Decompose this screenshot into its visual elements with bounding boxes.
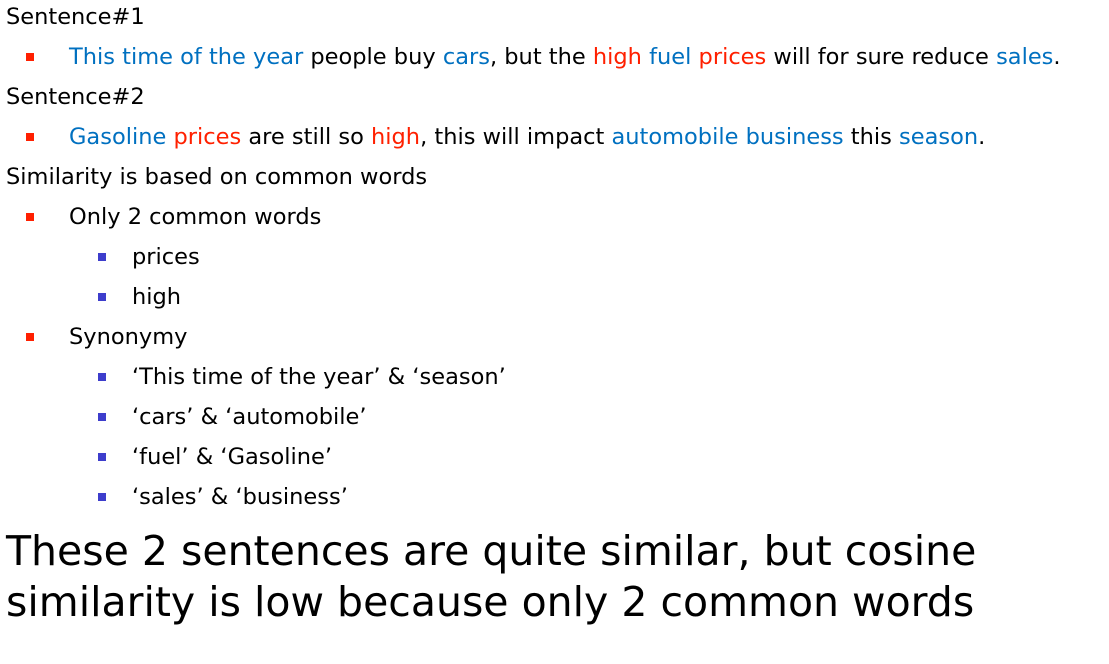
sub-bullet-text: ‘sales’ & ‘business’ <box>132 484 348 510</box>
word-segment: . <box>978 124 986 150</box>
word-segment: high <box>592 44 650 70</box>
sub-bullet-item: ‘fuel’ & ‘Gasoline’ <box>0 440 1109 474</box>
word-segment: high <box>371 124 421 150</box>
sub-bullet-item: ‘cars’ & ‘automobile’ <box>0 400 1109 434</box>
bullet-item: Synonymy <box>0 320 1089 354</box>
sub-bullet-item: ‘sales’ & ‘business’ <box>0 480 1109 514</box>
bullet <box>98 413 106 421</box>
sub-bullet-item: ‘This time of the year’ & ‘season’ <box>0 360 1109 394</box>
word-segment: automobile business <box>611 124 844 150</box>
sentence: This time of the year people buy cars, b… <box>0 40 1089 74</box>
bullet-text: Synonymy <box>69 324 188 350</box>
bullet <box>26 133 34 141</box>
word-segment: will for sure reduce <box>766 44 997 70</box>
sub-bullet-text: high <box>132 284 182 310</box>
sub-bullet-item: prices <box>0 240 1109 274</box>
bullet <box>98 373 106 381</box>
heading: Sentence#1 <box>6 4 145 30</box>
word-segment: prices <box>173 124 242 150</box>
word-segment: This time of the year <box>69 44 304 70</box>
word-segment: sales <box>996 44 1054 70</box>
word-segment: prices <box>698 44 767 70</box>
sub-bullet-text: ‘fuel’ & ‘Gasoline’ <box>132 444 333 470</box>
heading: Similarity is based on common words <box>6 164 428 190</box>
word-segment: fuel <box>649 44 699 70</box>
conclusion: These 2 sentences are quite similar, but… <box>6 527 977 626</box>
bullet-text: Only 2 common words <box>69 204 322 230</box>
bullet <box>26 333 34 341</box>
sub-bullet-text: ‘This time of the year’ & ‘season’ <box>132 364 506 390</box>
bullet-item: Only 2 common words <box>0 200 1089 234</box>
sentence: Gasoline prices are still so high, this … <box>0 120 1089 154</box>
bullet <box>98 253 106 261</box>
word-segment: season <box>899 124 979 150</box>
word-segment: are still so <box>241 124 372 150</box>
sub-bullet-item: high <box>0 280 1109 314</box>
word-segment: . <box>1053 44 1061 70</box>
bullet <box>26 213 34 221</box>
bullet <box>98 293 106 301</box>
bullet <box>98 493 106 501</box>
bullet <box>98 453 106 461</box>
word-segment: , but the <box>489 44 593 70</box>
word-segment: people buy <box>303 44 443 70</box>
bullet <box>26 53 34 61</box>
sub-bullet-text: ‘cars’ & ‘automobile’ <box>132 404 367 430</box>
word-segment: Gasoline <box>69 124 174 150</box>
word-segment: , this will impact <box>420 124 612 150</box>
word-segment: cars <box>442 44 490 70</box>
word-segment: this <box>843 124 900 150</box>
sub-bullet-text: prices <box>132 244 200 270</box>
heading: Sentence#2 <box>6 84 145 110</box>
